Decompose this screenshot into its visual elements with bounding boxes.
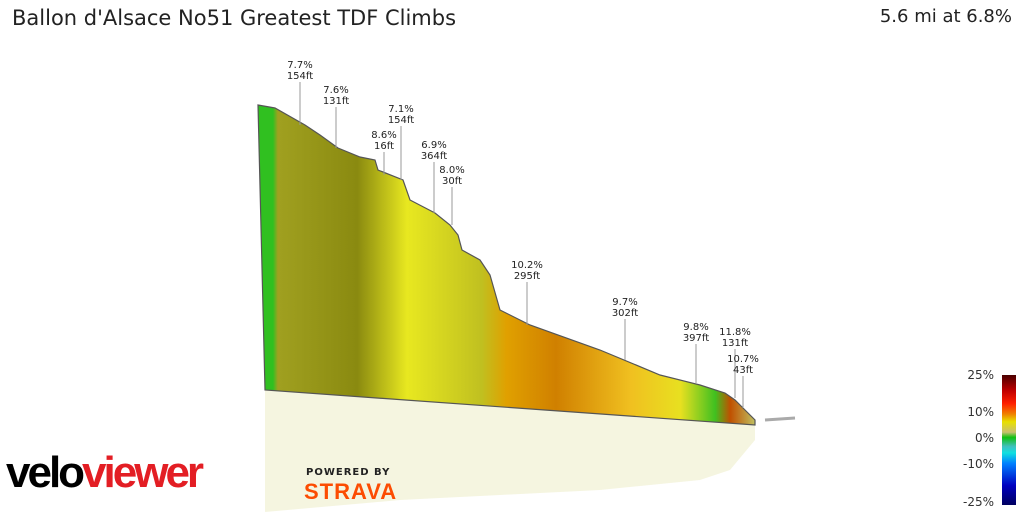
- climb-annotation: 7.7%154ft: [287, 60, 313, 125]
- annotation-length: 131ft: [323, 96, 349, 107]
- logo-velo: velo: [6, 448, 85, 497]
- annotation-grade: 10.2%: [511, 260, 543, 271]
- annotation-grade: 8.6%: [371, 130, 396, 141]
- profile-end-marker: [764, 416, 796, 422]
- climb-annotation: 10.2%295ft: [511, 260, 543, 325]
- annotation-grade: 9.7%: [612, 297, 637, 308]
- annotation-length: 131ft: [722, 338, 748, 349]
- scale-tick: 25%: [967, 368, 994, 382]
- annotation-grade: 7.7%: [287, 60, 312, 71]
- annotation-length: 154ft: [287, 71, 313, 82]
- chart-title: Ballon d'Alsace No51 Greatest TDF Climbs: [12, 6, 457, 30]
- powered-by: POWERED BY: [306, 467, 391, 478]
- annotation-grade: 7.1%: [388, 104, 413, 115]
- annotation-length: 43ft: [733, 365, 753, 376]
- annotation-length: 397ft: [683, 333, 709, 344]
- climb-annotation: 11.8%131ft: [719, 327, 751, 398]
- climb-annotation: 7.6%131ft: [323, 85, 349, 148]
- profile-reflection: [265, 390, 755, 512]
- annotation-grade: 10.7%: [727, 354, 759, 365]
- annotation-length: 295ft: [514, 271, 540, 282]
- annotation-grade: 7.6%: [323, 85, 348, 96]
- scale-tick: 0%: [974, 431, 994, 445]
- climb-annotation: 7.1%154ft: [388, 104, 414, 180]
- annotation-grade: 11.8%: [719, 327, 751, 338]
- climb-summary: 5.6 mi at 6.8%: [879, 6, 1012, 27]
- logo-viewer: viewer: [82, 448, 204, 497]
- annotation-grade: 6.9%: [421, 140, 446, 151]
- strava-logo[interactable]: STRAVA: [304, 479, 398, 504]
- annotation-length: 364ft: [421, 151, 447, 162]
- annotation-grade: 9.8%: [683, 322, 708, 333]
- veloviewer-logo[interactable]: veloviewer: [6, 448, 204, 498]
- climb-annotation: 8.0%30ft: [439, 165, 465, 225]
- climb-annotation: 6.9%364ft: [421, 140, 447, 213]
- profile-surface: [257, 104, 756, 426]
- annotation-grade: 8.0%: [439, 165, 464, 176]
- climb-annotation: 9.8%397ft: [683, 322, 709, 383]
- annotation-length: 30ft: [442, 176, 462, 187]
- climb-annotation: 10.7%43ft: [727, 354, 759, 408]
- scale-tick: 10%: [967, 405, 994, 419]
- scale-tick: -25%: [962, 495, 994, 509]
- climb-annotation: 8.6%16ft: [371, 130, 397, 175]
- scale-tick: -10%: [962, 457, 994, 471]
- annotation-length: 302ft: [612, 308, 638, 319]
- gradient-color-scale: [1002, 375, 1016, 505]
- annotation-length: 16ft: [374, 141, 394, 152]
- climb-annotation: 9.7%302ft: [612, 297, 638, 360]
- annotation-layer: 7.7%154ft7.6%131ft8.6%16ft7.1%154ft6.9%3…: [287, 60, 759, 408]
- annotation-length: 154ft: [388, 115, 414, 126]
